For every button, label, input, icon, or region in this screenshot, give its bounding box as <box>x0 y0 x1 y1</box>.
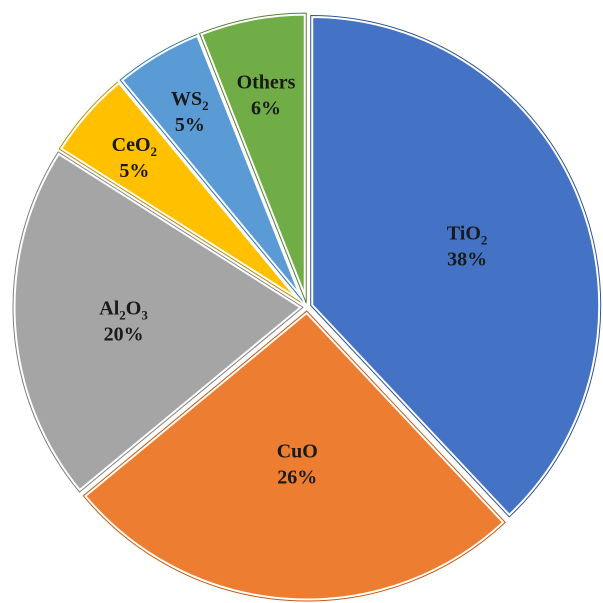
pie-slice-outline <box>12 151 304 493</box>
slice-name-label: CuO <box>277 440 318 462</box>
slice-percent-label: 38% <box>447 249 487 271</box>
slice-percent-label: 6% <box>251 97 281 119</box>
slice-name-label: Al2O3 <box>99 298 148 323</box>
slice-percent-label: 5% <box>175 114 205 136</box>
slice-percent-label: 5% <box>119 160 149 182</box>
pie-slice-outline <box>310 15 602 518</box>
slice-name-label: Others <box>237 71 296 93</box>
slice-name-label: CeO2 <box>112 134 157 159</box>
slice-name-label: TiO2 <box>447 223 488 248</box>
pie-slice-outline <box>198 12 307 304</box>
slices-layer <box>10 10 603 603</box>
slice-percent-label: 20% <box>104 324 144 346</box>
slice-percent-label: 26% <box>277 466 317 488</box>
slice-name-label: WS2 <box>171 88 209 113</box>
pie-slice-outline <box>82 310 506 602</box>
